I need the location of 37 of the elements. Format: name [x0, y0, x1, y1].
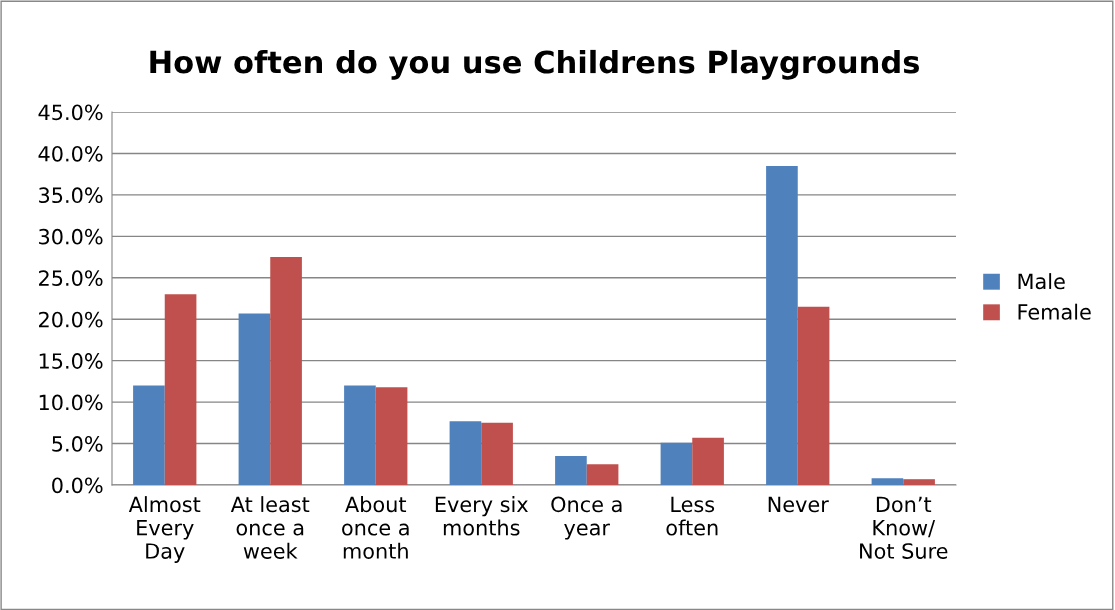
- bar: [133, 385, 165, 485]
- bar: [164, 294, 197, 485]
- bar: [375, 387, 408, 485]
- y-tick-label: 40.0%: [38, 145, 103, 162]
- x-tick-label: Every six months: [435, 496, 528, 536]
- legend-label: Male: [1018, 273, 1065, 290]
- bar: [903, 479, 935, 485]
- x-tick-label: Less often: [666, 496, 718, 536]
- bar: [344, 385, 376, 485]
- y-tick-label: 10.0%: [39, 394, 103, 411]
- bar: [797, 306, 830, 485]
- x-tick-label: Don’t Know/ Not Sure: [860, 496, 948, 559]
- y-tick-label: 5.0%: [52, 436, 103, 452]
- y-tick-label: 35.0%: [39, 187, 103, 204]
- y-tick-label: 25.0%: [39, 270, 103, 286]
- y-tick-label: 15.0%: [39, 353, 103, 369]
- x-tick-label: About once a month: [342, 496, 409, 559]
- bar: [270, 257, 302, 485]
- bar: [481, 422, 513, 485]
- bar: [660, 442, 693, 485]
- bar: [238, 313, 271, 485]
- bar: [692, 437, 724, 485]
- y-tick-label: 20.0%: [39, 311, 103, 328]
- y-tick-label: 30.0%: [39, 228, 103, 245]
- bar: [766, 165, 798, 485]
- legend-label: Female: [1018, 303, 1091, 320]
- x-tick-label: Once a year: [551, 496, 622, 540]
- x-tick-label: Never: [768, 496, 829, 513]
- bar: [555, 455, 587, 485]
- y-tick-label: 0.0%: [52, 477, 103, 494]
- x-tick-label: Almost Every Day: [128, 496, 201, 563]
- x-tick-label: At least once a week: [230, 496, 310, 559]
- y-tick-label: 45.0%: [38, 104, 103, 121]
- chart-title: How often do you use Childrens Playgrounds: [150, 49, 919, 80]
- bar: [871, 478, 904, 485]
- bar: [449, 421, 482, 485]
- bar: [586, 464, 619, 485]
